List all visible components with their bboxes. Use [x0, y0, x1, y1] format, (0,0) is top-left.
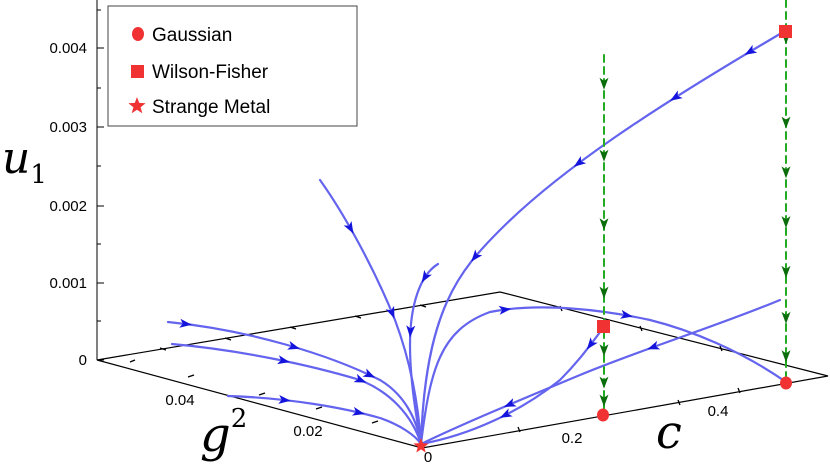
u1-tick-label: 0.002: [49, 198, 87, 215]
c-tick-label: 0.4: [708, 403, 729, 420]
u1-tick-marks: [97, 9, 104, 361]
u1-tick-label: 0.001: [49, 275, 87, 292]
flow-arrow: [503, 398, 517, 407]
fixed-points: [413, 25, 792, 453]
flow-arrow: [471, 249, 483, 262]
flow-arrow-green: [599, 218, 609, 231]
g2-tick-label: 0.04: [165, 392, 194, 409]
flow-arrow: [499, 408, 513, 418]
flow-arrow-green: [599, 376, 609, 389]
u1-axis-title: u1: [2, 133, 47, 190]
strange-metal-fixed-point: [413, 438, 429, 453]
flow-arrow-green: [781, 116, 791, 129]
flow-line: [318, 178, 423, 446]
flow-arrow-green: [781, 265, 791, 278]
u1-tick-label: 0: [79, 352, 87, 369]
legend-entry-gaussian: Gaussian: [132, 25, 232, 46]
legend-marker-circle: [132, 27, 144, 41]
flow-arrow-green: [781, 311, 791, 324]
flow-arrow: [179, 318, 192, 328]
legend-entry-strange-metal: Strange Metal: [128, 97, 270, 118]
flow-arrow: [343, 220, 354, 234]
legend-label: Wilson-Fisher: [152, 62, 269, 83]
legend-label: Strange Metal: [152, 97, 270, 118]
flow-arrow-green: [599, 77, 609, 90]
flow-arrow: [670, 90, 683, 101]
flow-arrow: [277, 355, 290, 365]
u1-tick-label: 0.004: [49, 40, 87, 57]
g2-tick-label: 0.02: [293, 423, 322, 440]
flow-line: [419, 29, 787, 446]
c-tick-label: 0: [424, 449, 432, 465]
c-tick-label: 0.2: [562, 430, 583, 447]
flow-line: [419, 306, 788, 446]
flow-arrow: [287, 340, 300, 350]
legend-label: Gaussian: [152, 25, 232, 46]
base-plane: [96, 291, 829, 449]
flow-arrow-green: [781, 216, 791, 229]
flow-arrow-green: [599, 286, 609, 299]
flow-arrow: [351, 406, 365, 416]
wilson-fisher-fixed-point: [597, 320, 610, 333]
c-axis-title: c: [656, 405, 682, 459]
flow-arrow: [385, 305, 395, 319]
flow-arrow-green: [599, 394, 609, 407]
flow-arrow: [498, 305, 512, 315]
gaussian-fixed-point: [597, 408, 609, 422]
g2-axis-title: g2: [200, 404, 247, 463]
flow-arrow: [353, 373, 367, 383]
flow-arrow-green: [781, 350, 791, 363]
flow-arrow: [573, 156, 587, 167]
flow-arrow: [620, 309, 633, 319]
flow-arrow-green: [599, 344, 609, 357]
flow-arrow: [647, 340, 661, 350]
flow-arrow: [421, 269, 432, 283]
flow-line: [226, 394, 423, 446]
flow-arrow: [406, 325, 416, 338]
legend: Gaussian Wilson-Fisher Strange Metal: [107, 5, 358, 127]
flow-arrow: [744, 44, 758, 55]
u1-axis: 0 0.001 0.002 0.003 0.004: [49, 0, 104, 369]
flow-arrow: [362, 368, 376, 378]
flow-lines: [166, 0, 791, 446]
flow-line: [419, 325, 606, 446]
flow-line: [170, 342, 423, 446]
wilson-fisher-fixed-point: [779, 25, 792, 38]
flow-line: [166, 320, 423, 446]
gaussian-fixed-point: [780, 376, 792, 390]
flow-line: [419, 298, 782, 446]
flow-arrow-green: [599, 149, 609, 162]
legend-entry-wilson-fisher: Wilson-Fisher: [131, 62, 269, 83]
flow-arrow: [586, 337, 598, 350]
flow-arrow-green: [781, 166, 791, 179]
legend-marker-square: [131, 65, 144, 78]
flow-arrow: [278, 394, 291, 404]
legend-marker-star: [128, 97, 146, 114]
u1-tick-label: 0.003: [49, 119, 87, 136]
